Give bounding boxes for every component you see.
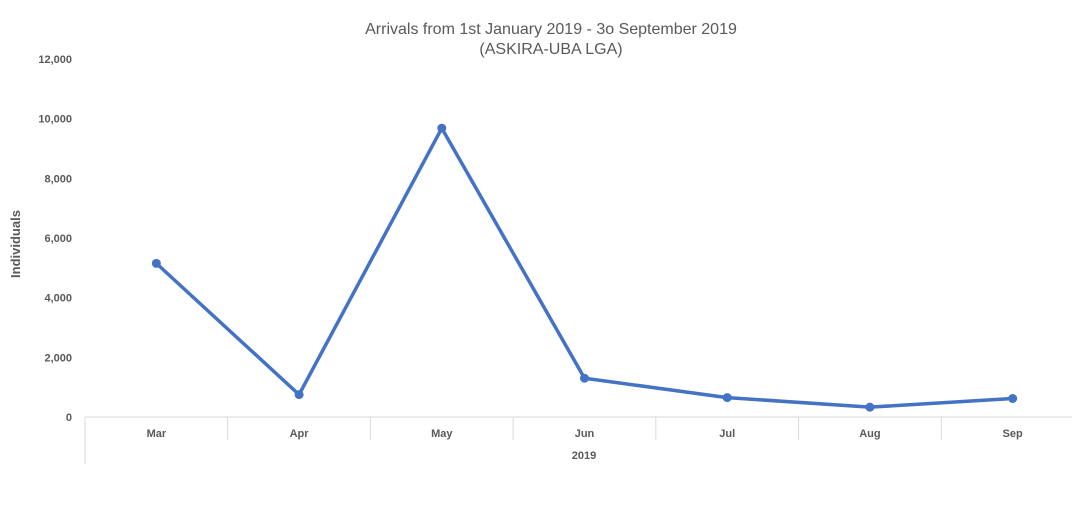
x-axis: Mar Apr May Jun Jul Aug Sep [84,416,1072,464]
x-tick-label: Jul [719,428,735,440]
x-tick-label: May [431,428,453,440]
series-line [154,126,1015,409]
y-tick-label: 6,000 [44,233,72,245]
y-axis-ticks: 0 2,000 4,000 6,000 8,000 10,000 12,000 [38,54,72,424]
data-point [151,258,161,268]
x-tick-label: Aug [859,428,880,440]
data-point [580,373,589,383]
x-tick-label: Sep [1003,428,1023,440]
data-point [865,402,875,412]
y-tick-label: 10,000 [38,114,72,126]
x-tick-label: Mar [147,428,167,440]
chart-subtitle: (ASKIRA-UBA LGA) [479,41,622,58]
data-point [1008,394,1018,404]
y-tick-label: 8,000 [44,173,72,185]
x-tick-label: Apr [290,428,310,440]
chart-title: Arrivals from 1st January 2019 - 3o Sept… [365,21,737,38]
y-tick-label: 0 [66,412,72,424]
y-tick-label: 4,000 [44,293,72,305]
data-point [294,390,304,400]
y-tick-label: 12,000 [38,54,72,66]
x-tick-label: Jun [575,428,595,440]
series-group [151,123,1018,412]
y-tick-label: 2,000 [44,352,72,364]
x-axis-group-label: 2019 [572,450,596,462]
y-axis-label: Individuals [8,210,23,278]
data-point [722,393,732,403]
data-point [437,123,447,133]
